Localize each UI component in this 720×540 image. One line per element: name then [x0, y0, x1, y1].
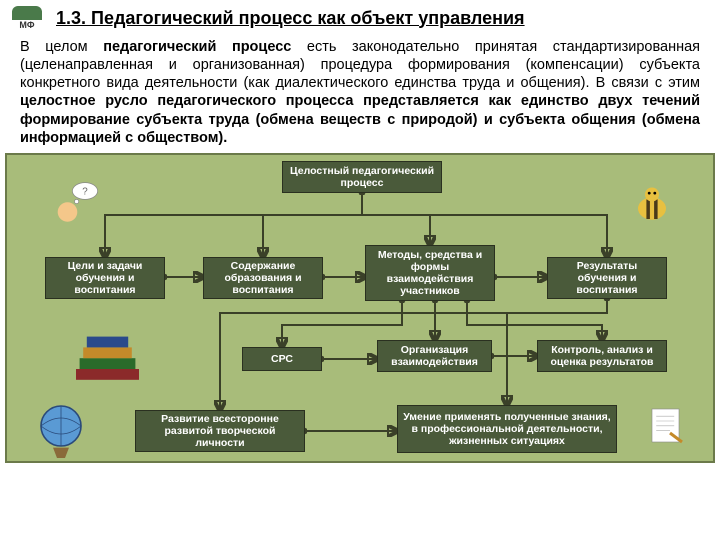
header: МФ 1.3. Педагогический процесс как объек… [0, 0, 720, 36]
node-n8: Развитие всесторонне развитой творческой… [135, 410, 305, 452]
document-icon [637, 400, 697, 455]
node-n2: Содержание образования и воспитания [203, 257, 323, 299]
node-n9: Умение применять полученные знания, в пр… [397, 405, 617, 453]
node-n4: Результаты обучения и воспитания [547, 257, 667, 299]
thinking-person-icon: ? [43, 175, 113, 235]
books-icon [67, 325, 157, 395]
node-n1: Цели и задачи обучения и воспитания [45, 257, 165, 299]
pedagogical-process-diagram: Целостный педагогический процесс Цели и з… [5, 153, 715, 463]
node-n7: Контроль, анализ и оценка результатов [537, 340, 667, 372]
node-n0: Целостный педагогический процесс [282, 161, 442, 193]
logo-label: МФ [19, 20, 34, 30]
page-title: 1.3. Педагогический процесс как объект у… [56, 8, 525, 29]
intro-paragraph: В целом педагогический процесс есть зако… [0, 36, 720, 153]
node-n5: СРС [242, 347, 322, 371]
node-n6: Организация взаимодействия [377, 340, 492, 372]
p-b2: целостное русло педагогического процесса… [20, 93, 700, 145]
node-n3: Методы, средства и формы взаимодействия … [365, 245, 495, 301]
logo-icon: МФ [8, 2, 46, 34]
bee-character-icon [617, 175, 687, 235]
globe-icon [25, 403, 105, 458]
p-b1: педагогический процесс [103, 39, 291, 55]
p-t1: В целом [20, 39, 103, 55]
svg-text:?: ? [82, 186, 88, 197]
